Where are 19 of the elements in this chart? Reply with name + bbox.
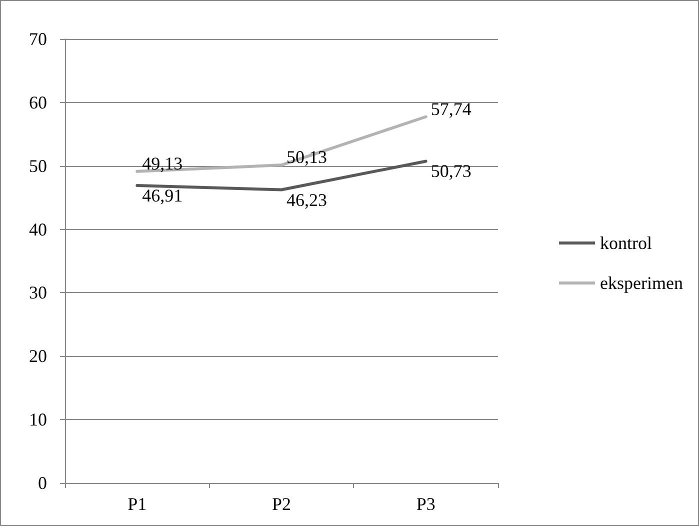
y-tick-label: 20 — [29, 346, 47, 366]
data-label: 57,74 — [430, 98, 472, 119]
x-tick-label: P1 — [128, 494, 147, 514]
legend-label: eksperimen — [600, 273, 683, 293]
x-tick-label: P3 — [416, 494, 436, 514]
data-label: 50,13 — [286, 147, 327, 168]
legend-label: kontrol — [600, 233, 652, 253]
y-tick-label: 30 — [29, 282, 47, 303]
data-label: 50,73 — [430, 161, 472, 182]
y-tick-label: 40 — [29, 219, 47, 240]
y-tick-label: 0 — [38, 473, 47, 493]
data-label: 46,23 — [286, 190, 327, 210]
y-tick-label: 60 — [29, 92, 47, 112]
y-tick-label: 10 — [29, 410, 47, 430]
data-label: 46,91 — [142, 185, 183, 206]
x-tick-label: P2 — [272, 494, 292, 514]
data-label: 49,13 — [142, 153, 183, 174]
y-tick-label: 50 — [29, 156, 47, 176]
y-tick-label: 70 — [29, 29, 47, 49]
